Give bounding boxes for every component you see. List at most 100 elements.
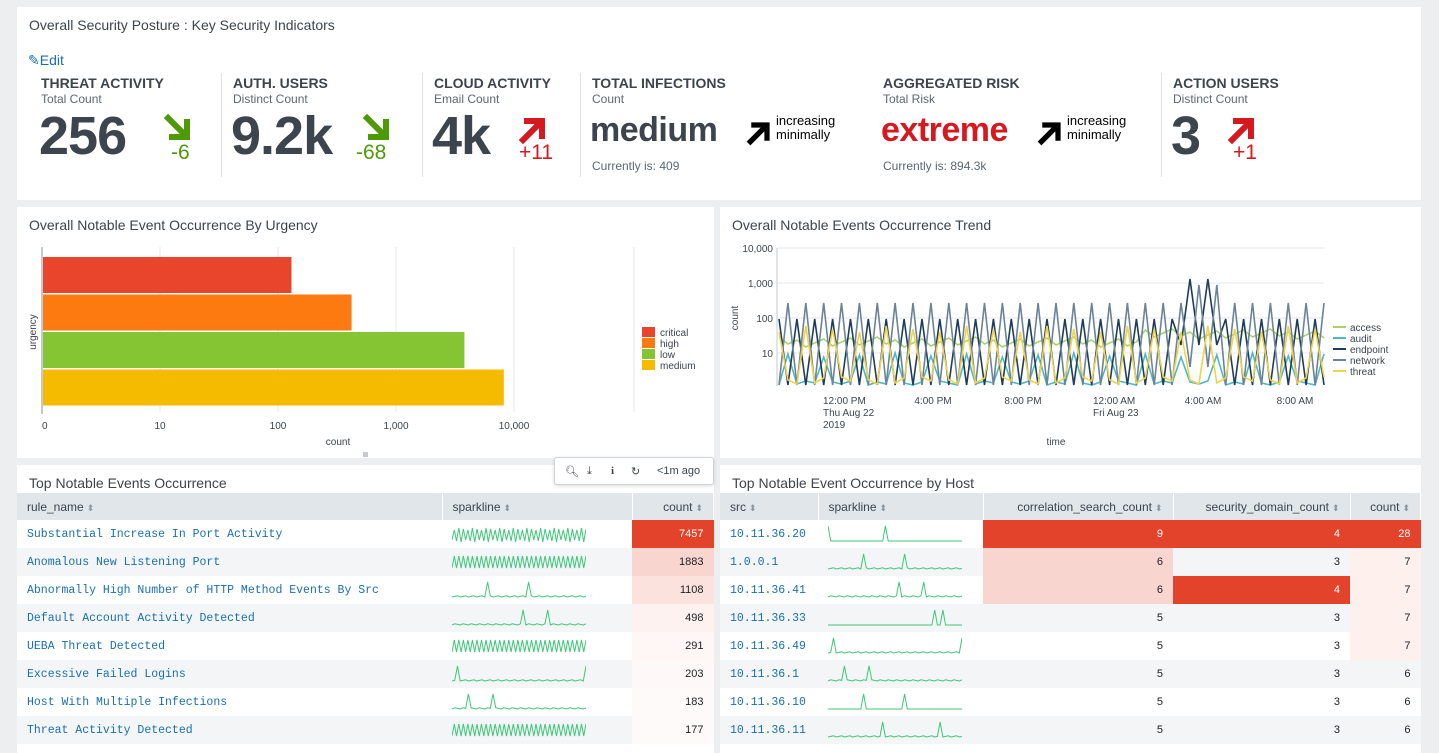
kpi-auth-users[interactable]: AUTH. USERS Distinct Count 9.2k -68: [221, 73, 411, 177]
count-cell[interactable]: 291: [632, 632, 714, 660]
count-cell[interactable]: 7: [1350, 576, 1421, 604]
legend-label[interactable]: access: [1350, 323, 1381, 334]
table-row[interactable]: 10.11.36.10 5 3 6: [720, 688, 1421, 716]
table-row[interactable]: 1.0.0.1 6 3 7: [720, 548, 1421, 576]
count-cell[interactable]: 28: [1350, 520, 1421, 548]
security-domain-count-cell[interactable]: 3: [1173, 660, 1350, 688]
count-cell[interactable]: 203: [632, 660, 714, 688]
count-cell[interactable]: 6: [1350, 716, 1421, 744]
security-domain-count-cell[interactable]: 4: [1173, 576, 1350, 604]
table-row[interactable]: Abnormally High Number of HTTP Method Ev…: [17, 576, 714, 604]
correlation-search-count-cell[interactable]: 6: [983, 548, 1173, 576]
series-line-network[interactable]: [778, 284, 1325, 386]
security-domain-count-cell[interactable]: 3: [1333, 640, 1340, 652]
security-domain-count-cell[interactable]: 3: [1173, 716, 1350, 744]
src-link[interactable]: 10.11.36.20: [730, 527, 806, 541]
rule-name-link[interactable]: Substantial Increase In Port Activity: [27, 527, 283, 541]
kpi-total-infections[interactable]: TOTAL INFECTIONS Count medium increasing…: [580, 73, 865, 177]
legend-label[interactable]: high: [660, 339, 679, 350]
bar-low[interactable]: [43, 332, 465, 368]
table-row[interactable]: Excessive Failed Logins 203: [17, 660, 714, 688]
src-link[interactable]: 10.11.36.49: [730, 639, 806, 653]
security-domain-count-cell[interactable]: 3: [1333, 696, 1340, 708]
src-link[interactable]: 10.11.36.33: [720, 604, 818, 632]
security-domain-count-cell[interactable]: 4: [1173, 520, 1350, 548]
col-correlation-search-count[interactable]: correlation_search_count ⬍: [983, 493, 1174, 520]
legend-label[interactable]: network: [1350, 356, 1386, 367]
kpi-cloud-activity[interactable]: CLOUD ACTIVITY Email Count 4k +11: [422, 73, 577, 177]
search-icon[interactable]: 🔍︎: [565, 466, 579, 478]
table-row[interactable]: Anomalous New Listening Port 1883: [17, 548, 714, 576]
src-link[interactable]: 10.11.36.1: [720, 660, 818, 688]
count-cell[interactable]: 7: [1350, 548, 1421, 576]
table-row[interactable]: 10.11.36.11 5 3 6: [720, 716, 1421, 744]
kpi-threat-activity[interactable]: THREAT ACTIVITY Total Count 256 -6: [29, 73, 219, 177]
correlation-search-count-cell[interactable]: 5: [983, 660, 1173, 688]
count-cell[interactable]: 7: [1350, 604, 1421, 632]
kpi-action-users[interactable]: ACTION USERS Distinct Count 3 +1: [1161, 73, 1311, 177]
legend-label[interactable]: low: [660, 350, 676, 361]
legend-label[interactable]: medium: [660, 361, 696, 372]
legend-label[interactable]: critical: [660, 328, 688, 339]
col-sparkline[interactable]: sparkline ⬍: [442, 493, 633, 520]
series-line-audit[interactable]: [778, 350, 1325, 387]
info-icon[interactable]: i: [611, 465, 615, 477]
rule-name-link[interactable]: Excessive Failed Logins: [17, 660, 442, 688]
count-cell[interactable]: 1108: [632, 576, 714, 604]
edit-link[interactable]: ✎Edit: [28, 52, 64, 68]
count-cell[interactable]: 498: [632, 604, 714, 632]
src-link[interactable]: 10.11.36.10: [730, 695, 806, 709]
rule-name-link[interactable]: UEBA Threat Detected: [27, 639, 166, 653]
table-row[interactable]: 10.11.36.1 5 3 6: [720, 660, 1421, 688]
legend-label[interactable]: threat: [1350, 367, 1376, 378]
src-link[interactable]: 1.0.0.1: [720, 548, 818, 576]
col-count[interactable]: count ⬍: [632, 493, 714, 520]
correlation-search-count-cell[interactable]: 6: [983, 576, 1173, 604]
correlation-search-count-cell[interactable]: 9: [983, 520, 1173, 548]
series-line-threat[interactable]: [778, 325, 1325, 386]
rule-name-link[interactable]: Host With Multiple Infections: [27, 695, 228, 709]
table-row[interactable]: 10.11.36.20 9 4 28: [720, 520, 1421, 548]
rule-name-link[interactable]: Threat Activity Detected: [17, 716, 442, 744]
col-rule-name[interactable]: rule_name ⬍: [17, 493, 443, 520]
bar-high[interactable]: [43, 294, 352, 331]
table-row[interactable]: Host With Multiple Infections 183: [17, 688, 714, 716]
security-domain-count-cell[interactable]: 3: [1173, 604, 1350, 632]
legend-label[interactable]: audit: [1350, 334, 1372, 345]
correlation-search-count-cell[interactable]: 5: [983, 604, 1173, 632]
rule-name-link[interactable]: Abnormally High Number of HTTP Method Ev…: [27, 583, 379, 597]
security-domain-count-cell[interactable]: 3: [1173, 548, 1350, 576]
count-cell[interactable]: 177: [632, 716, 714, 744]
col-src[interactable]: src ⬍: [720, 493, 819, 520]
col-count[interactable]: count ⬍: [1350, 493, 1421, 520]
table-row[interactable]: 10.11.36.33 5 3 7: [720, 604, 1421, 632]
correlation-search-count-cell[interactable]: 5: [983, 716, 1173, 744]
correlation-search-count-cell[interactable]: 5: [1156, 640, 1163, 652]
resize-handle[interactable]: [363, 452, 368, 457]
table-row[interactable]: 10.11.36.41 6 4 7: [720, 576, 1421, 604]
rule-name-link[interactable]: Anomalous New Listening Port: [17, 548, 442, 576]
correlation-search-count-cell[interactable]: 5: [1156, 696, 1163, 708]
kpi-aggregated-risk[interactable]: AGGREGATED RISK Total Risk extreme incre…: [871, 73, 1151, 177]
col-sparkline[interactable]: sparkline ⬍: [818, 493, 984, 520]
legend-label[interactable]: endpoint: [1350, 345, 1389, 356]
count-cell[interactable]: 7457: [632, 520, 714, 548]
src-link[interactable]: 10.11.36.41: [730, 583, 806, 597]
count-cell[interactable]: 1883: [632, 548, 714, 576]
table-row[interactable]: Substantial Increase In Port Activity 745…: [17, 520, 714, 548]
bar-critical[interactable]: [43, 257, 292, 293]
table-row[interactable]: Threat Activity Detected 177: [17, 716, 714, 744]
rule-name-link[interactable]: Default Account Activity Detected: [17, 604, 442, 632]
count-cell[interactable]: 183: [632, 688, 714, 716]
bar-medium[interactable]: [43, 369, 504, 406]
src-link[interactable]: 10.11.36.11: [720, 716, 818, 744]
col-security-domain-count[interactable]: security_domain_count ⬍: [1173, 493, 1351, 520]
count-cell[interactable]: 6: [1404, 696, 1411, 708]
table-row[interactable]: Default Account Activity Detected 498: [17, 604, 714, 632]
table-row[interactable]: 10.11.36.49 5 3 7: [720, 632, 1421, 660]
count-cell[interactable]: 6: [1350, 660, 1421, 688]
urgency-bar-chart[interactable]: 0 10 100 1,000 10,000 count urgency criticalhig…: [17, 207, 714, 458]
download-icon[interactable]: ⤓: [587, 465, 592, 477]
table-row[interactable]: UEBA Threat Detected 291: [17, 632, 714, 660]
